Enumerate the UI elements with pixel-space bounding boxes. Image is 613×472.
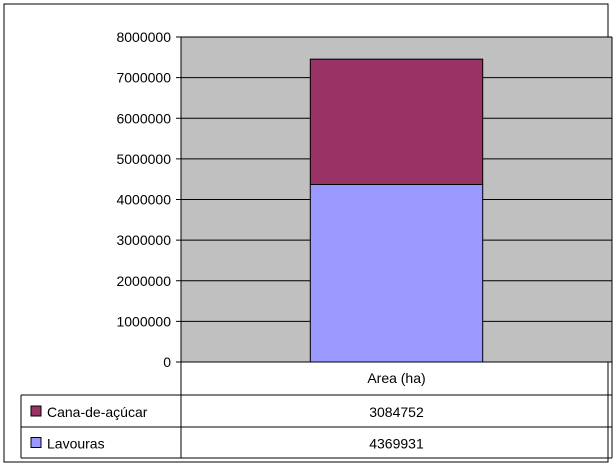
y-tick-label: 3000000: [116, 232, 171, 248]
y-tick-label: 5000000: [116, 151, 171, 167]
y-tick-label: 4000000: [116, 192, 171, 208]
series-name-label: Lavouras: [47, 436, 105, 452]
y-tick-label: 2000000: [116, 273, 171, 289]
y-tick-label: 6000000: [116, 110, 171, 126]
y-tick-label: 7000000: [116, 70, 171, 86]
legend-key: [30, 437, 42, 448]
legend-key: [30, 405, 42, 417]
y-tick-label: 1000000: [116, 313, 171, 329]
data-value-label: 3084752: [369, 404, 424, 420]
series-name-label: Cana-de-açúcar: [47, 404, 148, 420]
y-tick-label: 8000000: [116, 29, 171, 45]
bar-segment: [309, 183, 484, 363]
y-tick-label: 0: [163, 354, 171, 370]
data-value-label: 4369931: [369, 436, 424, 452]
category-label: Area (ha): [367, 370, 425, 386]
bar-segment: [309, 58, 484, 185]
